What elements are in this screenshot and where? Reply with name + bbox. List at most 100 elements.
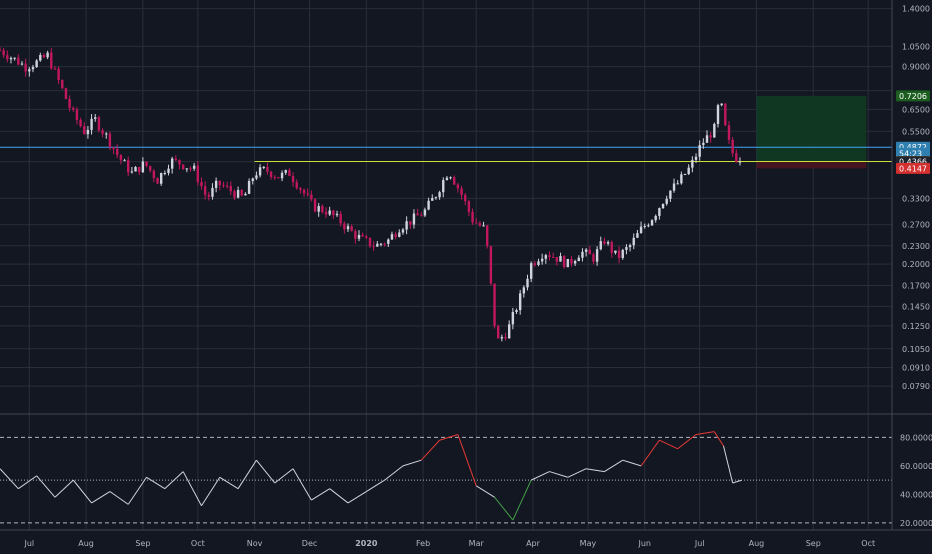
rsi-tick-label: 80.0000 [900, 433, 932, 442]
candle-body [394, 234, 397, 237]
target-zone [756, 95, 867, 162]
rsi-segment [72, 479, 92, 504]
price-tick-label: 0.9000 [902, 63, 930, 72]
candle-body [339, 213, 342, 224]
price-tick-label: 0.2000 [902, 260, 930, 269]
candle-body [636, 233, 639, 238]
price-tick-label: 1.0500 [902, 42, 930, 51]
candle-body [181, 164, 185, 169]
candle-body [687, 167, 690, 175]
candle-body [621, 249, 624, 258]
candle-body [189, 168, 192, 170]
candle-body [17, 57, 20, 65]
candle-body [559, 256, 562, 262]
candle-body [273, 177, 276, 179]
rsi-pane[interactable] [0, 431, 892, 524]
candle-body [416, 213, 419, 216]
candle-body [647, 225, 650, 227]
price-tick-label: 0.5500 [902, 127, 930, 136]
candle-body [79, 119, 82, 127]
candle-body [156, 178, 159, 184]
candle-body [229, 185, 232, 192]
candle-body [606, 242, 610, 244]
candle-body [460, 188, 463, 195]
candle-body [192, 165, 196, 169]
price-tick-label: 0.3300 [902, 194, 930, 203]
candle-body [277, 177, 280, 179]
rsi-segment [494, 496, 514, 521]
candle-body [507, 324, 511, 339]
candle-body [328, 210, 331, 215]
candle-body [401, 229, 405, 233]
candle-body [61, 80, 64, 89]
candle-body [533, 263, 537, 265]
candle-body [105, 133, 108, 135]
candle-body [650, 220, 654, 226]
candle-body [119, 154, 123, 161]
candle-body [694, 156, 698, 160]
candle-body [368, 237, 372, 247]
rsi-segment [640, 439, 660, 467]
candle-body [405, 221, 408, 230]
candle-body [548, 255, 551, 258]
rsi-segment [384, 465, 404, 481]
candle-body [225, 185, 229, 187]
rsi-segment [256, 459, 276, 484]
candle-body [258, 167, 262, 176]
candle-body [639, 226, 643, 234]
price-tick-label: 0.0790 [902, 382, 930, 391]
candle-body [566, 259, 570, 268]
candle-body [698, 145, 701, 157]
candle-body [6, 55, 9, 60]
candle-body [372, 246, 375, 248]
candle-body [676, 183, 679, 185]
candle-body [207, 194, 211, 197]
candle-body [738, 161, 742, 163]
time-tick-label: Jul [23, 539, 34, 548]
candle-body [24, 63, 27, 72]
candle-body [214, 180, 218, 188]
candle-body [464, 194, 467, 202]
candle-body [592, 254, 595, 262]
candle-body [90, 118, 93, 130]
candle-body [148, 166, 152, 171]
candle-body [68, 98, 71, 108]
candle-body [423, 209, 427, 216]
price-tick-label: 0.1050 [902, 345, 930, 354]
rsi-segment [512, 479, 532, 521]
candle-body [240, 190, 243, 196]
rsi-segment [366, 479, 385, 492]
rsi-segment [677, 434, 697, 450]
candle-body [152, 170, 156, 179]
candle-body [529, 263, 533, 279]
time-tick-label: Apr [526, 539, 541, 548]
candle-body [680, 174, 683, 184]
candle-body [288, 170, 291, 177]
candle-body [625, 247, 628, 250]
candle-body [321, 206, 324, 213]
rsi-segment [695, 431, 715, 436]
rsi-segment [732, 479, 742, 484]
time-tick-label: 2020 [355, 539, 378, 548]
rsi-segment [36, 475, 56, 498]
candle-body [504, 336, 507, 339]
candle-body [427, 200, 430, 210]
candle-body [493, 283, 496, 327]
candle-body [75, 109, 79, 120]
rsi-segment [457, 434, 477, 486]
candle-body [551, 257, 555, 259]
rsi-segment [659, 439, 678, 450]
candle-body [669, 190, 672, 199]
rsi-segment [439, 434, 459, 441]
candle-body [31, 67, 35, 70]
candle-body [178, 159, 181, 165]
candle-body [185, 168, 189, 170]
price-tick-label: 0.1450 [902, 302, 930, 311]
candle-body [387, 239, 390, 244]
candle-body [39, 55, 42, 61]
price-pane[interactable] [0, 47, 892, 342]
candle-body [588, 249, 591, 255]
candle-body [236, 190, 240, 198]
